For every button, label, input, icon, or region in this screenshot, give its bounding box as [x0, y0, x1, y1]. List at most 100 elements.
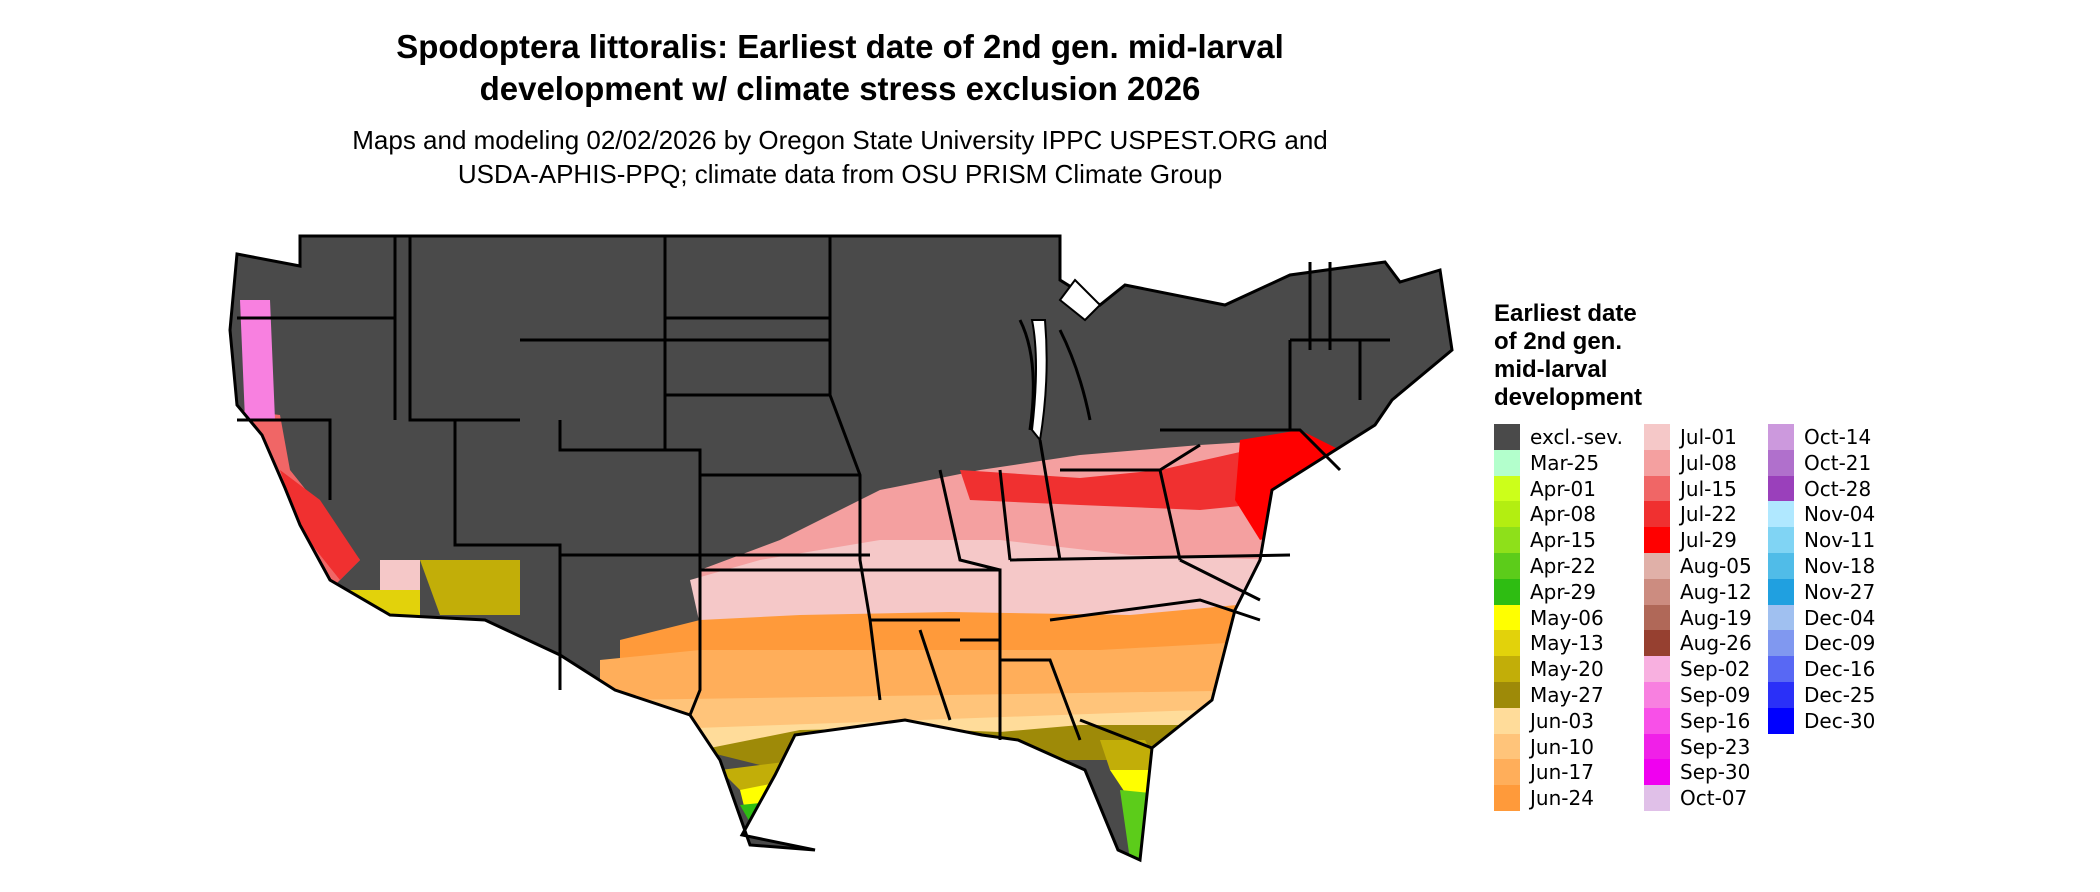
legend-label: Aug-26	[1680, 631, 1752, 656]
legend-swatch	[1494, 501, 1520, 528]
title-line-2: development w/ climate stress exclusion …	[479, 70, 1201, 107]
border-pa-ny	[1160, 338, 1390, 472]
legend-swatch	[1494, 682, 1520, 708]
legend-label: Nov-27	[1804, 579, 1876, 604]
legend-title-line: mid-larval	[1494, 356, 1608, 383]
border-tn-nc	[1009, 553, 1291, 602]
legend-title-line: Earliest date	[1494, 300, 1637, 327]
legend-swatch	[1494, 656, 1520, 683]
legend-title-line: development	[1494, 384, 1643, 411]
legend-swatch	[1768, 424, 1794, 450]
map-subtitle: Maps and modeling 02/02/2026 by Oregon S…	[240, 123, 1440, 191]
legend-swatch	[1494, 785, 1520, 812]
border-mn-ia-mo	[828, 236, 882, 701]
legend-swatch	[1494, 449, 1520, 476]
legend-swatch	[1768, 604, 1794, 631]
legend-label: Sep-16	[1680, 708, 1751, 733]
legend-label: May-27	[1530, 683, 1604, 707]
legend-label: Sep-09	[1680, 683, 1751, 707]
zone-jul-29	[1235, 430, 1340, 540]
legend-label: Oct-28	[1804, 476, 1872, 501]
legend-swatch	[1494, 553, 1520, 579]
legend-swatch	[1768, 682, 1794, 708]
legend-label: Apr-22	[1530, 554, 1596, 578]
border-nv-ut-az	[453, 420, 562, 690]
legend-label: May-06	[1530, 605, 1604, 630]
border-oh-ky	[1038, 439, 1201, 561]
legend-swatch	[1494, 578, 1520, 605]
legend-label: Dec-25	[1804, 683, 1876, 707]
legend-swatch	[1768, 553, 1794, 579]
legend-label: Nov-18	[1804, 554, 1876, 578]
legend-swatch	[1644, 527, 1670, 554]
great-lakes-shore	[1018, 319, 1092, 431]
legend-label: Oct-21	[1804, 450, 1872, 475]
legend-label: Jun-24	[1530, 786, 1594, 811]
legend-swatch	[1768, 630, 1794, 657]
legend-label: Oct-07	[1680, 786, 1748, 811]
legend-label: Nov-11	[1804, 528, 1876, 553]
lake-huron	[1058, 278, 1102, 322]
legend-label: excl.-sev.	[1530, 425, 1623, 449]
zone-jun-17	[600, 640, 1280, 705]
legend-swatch	[1494, 604, 1520, 631]
legend-swatch	[1644, 604, 1670, 631]
legend-label: Aug-19	[1680, 605, 1752, 630]
legend-swatch	[1768, 578, 1794, 605]
legend-label: Aug-12	[1680, 579, 1752, 604]
legend-swatch	[1768, 527, 1794, 554]
legend-swatch	[1644, 553, 1670, 579]
border-plains	[665, 316, 860, 716]
lake-michigan	[1030, 319, 1048, 443]
legend-swatch	[1644, 785, 1670, 812]
legend-swatch	[1768, 449, 1794, 476]
us-outline	[228, 234, 1454, 863]
legend-swatch	[1644, 759, 1670, 786]
legend-label: Apr-15	[1530, 528, 1596, 553]
legend-swatch	[1494, 733, 1520, 760]
subtitle-line-1: Maps and modeling 02/02/2026 by Oregon S…	[352, 125, 1328, 155]
legend-swatch	[1644, 630, 1670, 657]
legend-swatch	[1494, 424, 1520, 450]
legend-label: Dec-16	[1804, 657, 1876, 682]
legend-label: Jul-08	[1680, 450, 1737, 475]
legend-label: Sep-02	[1680, 657, 1751, 682]
legend-swatch	[1768, 501, 1794, 528]
border-or-ca-nv	[237, 418, 332, 500]
zone-jul-22-ca	[280, 470, 360, 580]
border-ga-fl	[1049, 598, 1261, 750]
border-new-england	[1308, 262, 1362, 400]
map-title: Spodoptera littoralis: Earliest date of …	[240, 26, 1440, 110]
legend-label: Sep-30	[1680, 760, 1751, 785]
border-ks-ok	[690, 553, 880, 572]
legend-swatch	[1768, 707, 1794, 734]
legend-label: Apr-01	[1530, 476, 1596, 501]
legend-swatch	[1644, 501, 1670, 528]
legend-label: Jun-17	[1530, 760, 1594, 785]
legend-label: Apr-08	[1530, 502, 1596, 527]
legend-label: May-13	[1530, 631, 1604, 656]
legend-swatch	[1644, 682, 1670, 708]
legend-label: May-20	[1530, 657, 1604, 682]
legend-swatch	[1644, 733, 1670, 760]
legend-label: Jul-01	[1680, 425, 1737, 449]
border-mt-nd	[663, 236, 830, 342]
legend-label: Apr-29	[1530, 579, 1596, 604]
legend-swatch	[1494, 759, 1520, 786]
legend-swatch	[1644, 707, 1670, 734]
zone-sep-coast	[240, 300, 275, 420]
legend-label: Mar-25	[1530, 450, 1600, 475]
border-co	[560, 448, 702, 557]
zone-jul-01	[690, 540, 1280, 625]
legend-swatch	[1494, 527, 1520, 554]
title-line-1: Spodoptera littoralis: Earliest date of …	[396, 28, 1284, 65]
legend-label: Nov-04	[1804, 502, 1876, 527]
legend-title: Earliest date of 2nd gen. mid-larval dev…	[1494, 300, 1642, 412]
legend-label: Jun-03	[1530, 708, 1594, 733]
legend-label: Jun-10	[1530, 734, 1594, 759]
legend-label: Sep-23	[1680, 734, 1751, 759]
legend-swatch	[1644, 449, 1670, 476]
legend-label: Oct-14	[1804, 425, 1872, 449]
subtitle-line-2: USDA-APHIS-PPQ; climate data from OSU PR…	[457, 159, 1223, 189]
